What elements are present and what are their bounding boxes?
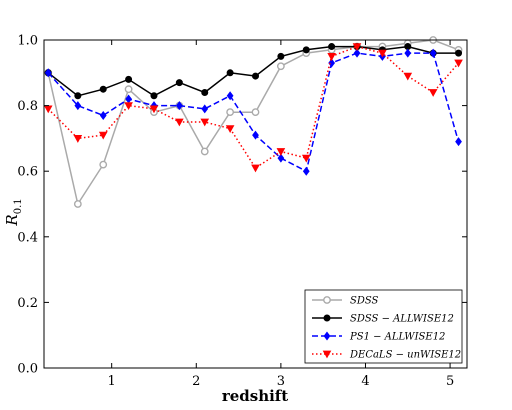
series-2-point — [302, 46, 310, 54]
series-4-point — [454, 59, 463, 68]
legend-marker — [323, 296, 331, 304]
series-4-point — [276, 148, 286, 156]
y-axis-title-subscript: 0.1 — [13, 198, 24, 214]
series-4-point — [73, 135, 83, 143]
series-2-point — [455, 49, 463, 57]
x-tick-label: 2 — [192, 374, 200, 389]
ticks-layer: 1 2 3 4 5 0.0 0.2 0.4 0.6 0.8 1.0 — [17, 34, 467, 389]
legend-item-2: SDSS − ALLWISE12 — [312, 314, 454, 325]
series-3-point — [226, 91, 234, 101]
legend-label: SDSS − ALLWISE12 — [350, 314, 454, 325]
series-3-point — [328, 58, 336, 68]
series-4-point — [149, 105, 159, 114]
series-2-point — [226, 69, 234, 77]
series-2-point — [201, 88, 209, 96]
series-2-point — [277, 52, 285, 60]
series-4-point — [43, 105, 53, 114]
series-1-point — [99, 160, 108, 169]
y-tick-label: 0.2 — [17, 296, 38, 311]
legend-item-4: DECaLS − unWISE12 — [312, 350, 461, 361]
x-axis-title: redshift — [222, 387, 288, 405]
series-1-line — [47, 39, 459, 206]
series-3-point — [99, 110, 107, 120]
x-tick-label: 5 — [446, 374, 454, 389]
series-2-point — [252, 72, 259, 80]
legend-label: SDSS — [350, 296, 379, 307]
series-1-point — [226, 108, 235, 117]
y-axis-title-main: R — [3, 214, 21, 226]
y-axis-title: R0.1 — [3, 198, 24, 226]
x-tick-label: 1 — [108, 374, 116, 389]
series-4-line — [47, 45, 460, 169]
series-2-point — [99, 85, 107, 93]
series-1-point — [200, 147, 209, 156]
series-4-point — [352, 43, 362, 51]
series-2 — [44, 43, 463, 100]
series-3 — [44, 48, 462, 176]
series-4-point — [251, 164, 260, 173]
legend: SDSS SDSS − ALLWISE12 PS1 − ALLWISE12 DECaL… — [304, 289, 463, 364]
series-3-point — [175, 101, 183, 111]
series-3-point — [455, 137, 462, 147]
legend-label: DECaLS − unWISE12 — [349, 350, 461, 361]
series-4-point — [428, 89, 438, 97]
series-3-point — [252, 130, 259, 140]
y-tick-label: 0.6 — [17, 165, 38, 180]
series-layer — [43, 36, 463, 208]
series-4 — [43, 43, 463, 173]
series-4-point — [378, 49, 387, 58]
series-3-point — [277, 153, 285, 163]
legend-marker — [323, 331, 331, 341]
series-1-point — [276, 62, 285, 71]
series-2-point — [74, 92, 82, 100]
series-1-point — [251, 108, 260, 117]
series-4-point — [124, 102, 133, 111]
y-tick-label: 1.0 — [17, 34, 38, 49]
legend-item-3: PS1 − ALLWISE12 — [312, 331, 445, 343]
series-3-point — [44, 68, 52, 78]
series-3-point — [404, 48, 412, 58]
series-1-point — [124, 85, 133, 94]
legend-marker — [322, 350, 332, 359]
series-3-point — [302, 166, 310, 176]
y-tick-label: 0.4 — [17, 230, 38, 245]
series-4-point — [175, 118, 184, 127]
legend-item-1: SDSS — [312, 296, 379, 307]
series-4-point — [403, 72, 413, 81]
series-2-point — [150, 92, 158, 100]
series-4-point — [301, 154, 311, 163]
series-2-point — [125, 75, 133, 83]
series-4-point — [225, 125, 235, 133]
series-2-point — [328, 43, 336, 51]
y-tick-label: 0.0 — [17, 362, 38, 377]
series-3-point — [353, 48, 361, 58]
x-tick-label: 4 — [361, 374, 369, 389]
plot-frame — [43, 39, 468, 369]
series-3-point — [429, 48, 437, 58]
legend-label: PS1 − ALLWISE12 — [349, 332, 445, 343]
series-2-point — [175, 79, 183, 87]
series-1 — [44, 36, 463, 208]
series-4-point — [98, 131, 108, 140]
series-3-point — [201, 104, 209, 114]
series-4-point — [200, 118, 210, 127]
x-tick-label: 3 — [277, 374, 285, 389]
series-3-point — [74, 101, 82, 111]
y-tick-label: 0.8 — [17, 99, 38, 114]
series-4-point — [327, 53, 336, 61]
legend-marker — [323, 314, 331, 322]
series-1-point — [73, 200, 82, 208]
